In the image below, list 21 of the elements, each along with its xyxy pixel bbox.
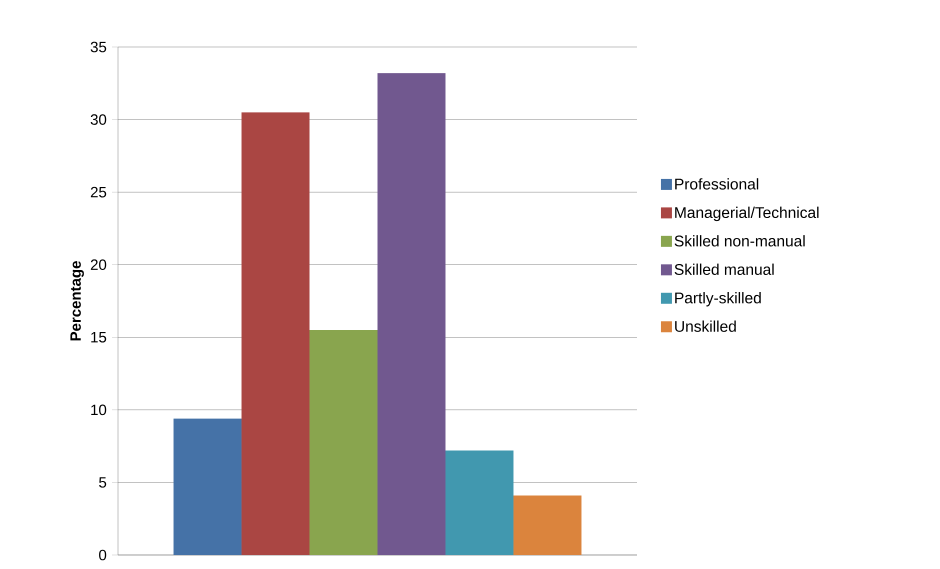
bar — [445, 450, 514, 555]
legend-label: Professional — [675, 178, 758, 190]
legend-label: Unskilled — [675, 320, 736, 332]
y-axis-title: Percentage — [70, 261, 84, 340]
y-tick-label: 0 — [99, 550, 106, 560]
legend-label: Skilled manual — [674, 264, 774, 275]
bar — [310, 330, 378, 555]
bar — [378, 73, 446, 555]
y-tick-label: 35 — [90, 42, 106, 52]
y-tick-label: 5 — [99, 477, 106, 488]
y-tick-label: 15 — [91, 332, 106, 343]
legend-label: Managerial/Technical — [675, 206, 818, 222]
y-tick-label: 10 — [91, 404, 106, 416]
legend-label: Skilled non-manual — [674, 235, 805, 247]
legend-label: Partly-skilled — [675, 292, 761, 306]
y-tick-label: 25 — [90, 186, 106, 198]
y-tick-label: 20 — [90, 259, 106, 270]
bar — [174, 418, 242, 555]
bar — [513, 495, 582, 555]
y-tick-label: 30 — [90, 114, 106, 125]
bar — [242, 112, 310, 555]
